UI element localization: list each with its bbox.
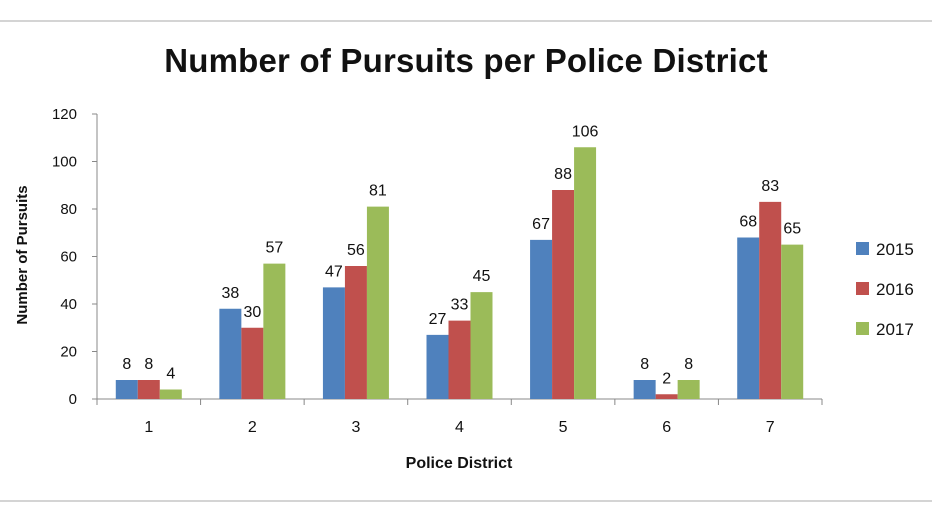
data-label: 56: [347, 242, 365, 259]
y-axis: 0 20 40 60 80 100 120: [52, 106, 98, 408]
bar-2015-district-5: [530, 239, 553, 399]
bar-2017-district-2: [263, 263, 286, 399]
x-axis-title: Police District: [406, 455, 513, 472]
bar-2016-district-5: [552, 190, 575, 399]
bottom-divider: [0, 500, 932, 502]
y-tick-label: 20: [60, 344, 77, 361]
data-label: 8: [144, 356, 153, 373]
bar-2016-district-1: [137, 380, 160, 399]
data-label: 83: [761, 178, 779, 195]
x-axis: 1 2 3 4 5 6 7: [96, 398, 823, 436]
legend-label: 2016: [876, 280, 914, 299]
bar-2017-district-3: [366, 206, 389, 399]
bar-2016-district-7: [759, 201, 782, 399]
legend-label: 2017: [876, 320, 914, 339]
data-label: 27: [429, 311, 447, 328]
data-label: 67: [532, 216, 550, 233]
x-tick-label: 1: [144, 419, 153, 436]
bar-2015-district-3: [322, 287, 345, 399]
x-tick-label: 7: [766, 419, 775, 436]
data-label: 2: [662, 370, 671, 387]
bar-2017-district-1: [159, 389, 182, 399]
legend-swatch-2016: [856, 282, 869, 295]
y-tick-label: 40: [60, 296, 77, 313]
x-tick-label: 5: [559, 419, 568, 436]
data-label: 45: [473, 268, 491, 285]
bar-2016-district-4: [448, 320, 471, 399]
data-label: 4: [166, 366, 175, 383]
x-tick-label: 4: [455, 419, 464, 436]
bar-2015-district-1: [115, 380, 138, 399]
bar-2015-district-4: [426, 334, 449, 399]
x-tick-label: 2: [248, 419, 257, 436]
bar-2016-district-3: [344, 266, 367, 399]
bar-2015-district-2: [219, 308, 242, 399]
data-label: 8: [122, 356, 131, 373]
y-tick-label: 60: [60, 249, 77, 266]
bar-2015-district-6: [633, 380, 656, 399]
data-label: 88: [554, 166, 572, 183]
chart-title: Number of Pursuits per Police District: [164, 42, 768, 79]
y-tick-label: 0: [69, 391, 77, 408]
data-label: 30: [243, 304, 261, 321]
y-axis-title: Number of Pursuits: [14, 185, 31, 324]
legend-swatch-2017: [856, 322, 869, 335]
bar-2016-district-2: [241, 327, 264, 399]
bar-2016-district-6: [655, 394, 678, 399]
data-label: 65: [783, 221, 801, 238]
data-label: 57: [265, 240, 283, 257]
bar-2015-district-7: [737, 237, 760, 399]
bar-2017-district-6: [677, 380, 700, 399]
data-label: 8: [640, 356, 649, 373]
bar-series-group: [115, 147, 804, 399]
top-divider: [0, 20, 932, 22]
y-tick-label: 100: [52, 154, 77, 171]
data-label: 8: [684, 356, 693, 373]
data-label: 81: [369, 183, 387, 200]
data-label: 68: [739, 214, 757, 231]
data-label: 38: [221, 285, 239, 302]
x-tick-label: 6: [662, 419, 671, 436]
data-label: 106: [572, 123, 599, 140]
legend-label: 2015: [876, 240, 914, 259]
legend: 2015 2016 2017: [856, 240, 914, 339]
y-tick-label: 80: [60, 201, 77, 218]
bar-2017-district-5: [574, 147, 597, 399]
y-tick-label: 120: [52, 106, 77, 123]
data-labels-group: 8 38 47 27 67 8 68 8 30 56 33 88 2 83 4 57 81 45 106 8 65: [122, 123, 801, 387]
bar-2017-district-4: [470, 292, 493, 399]
data-label: 47: [325, 263, 343, 280]
legend-swatch-2015: [856, 242, 869, 255]
bar-2017-district-7: [781, 244, 804, 399]
data-label: 33: [451, 297, 469, 314]
x-tick-label: 3: [351, 419, 360, 436]
